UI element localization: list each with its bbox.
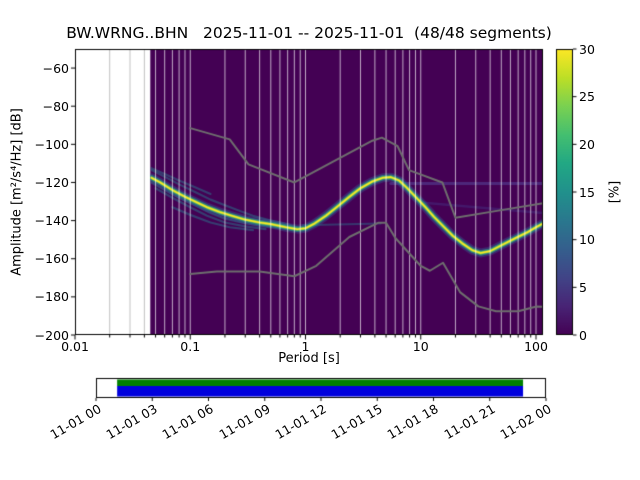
colorbar-tick-label: 5 xyxy=(579,279,587,295)
colorbar-tick-label: 30 xyxy=(579,41,595,57)
x-tick-label: 100 xyxy=(524,339,548,354)
y-tick-label: −60 xyxy=(42,60,69,76)
colorbar-tick-label: 0 xyxy=(579,327,587,343)
y-tick-label: −180 xyxy=(34,289,69,305)
colorbar-label: [%] xyxy=(607,180,623,204)
x-tick-label: 10 xyxy=(412,339,429,354)
chart-title: BW.WRNG..BHN 2025-11-01 -- 2025-11-01 (4… xyxy=(66,24,552,42)
y-tick-label: −200 xyxy=(34,327,69,343)
colorbar-tick-label: 20 xyxy=(579,136,595,152)
y-tick-label: −80 xyxy=(42,98,69,114)
y-tick-label: −160 xyxy=(34,251,69,267)
y-tick-label: −140 xyxy=(34,213,69,229)
x-tick-label: 1 xyxy=(301,339,310,354)
colorbar-tick-label: 10 xyxy=(579,232,595,248)
y-tick-label: −120 xyxy=(34,174,69,190)
colorbar-tick-label: 25 xyxy=(579,89,595,105)
x-tick-label: 0.01 xyxy=(61,339,89,354)
x-tick-label: 0.1 xyxy=(180,339,201,354)
x-axis-label: Period [s] xyxy=(278,351,340,366)
colorbar-tick-label: 15 xyxy=(579,184,595,200)
y-tick-label: −100 xyxy=(34,136,69,152)
